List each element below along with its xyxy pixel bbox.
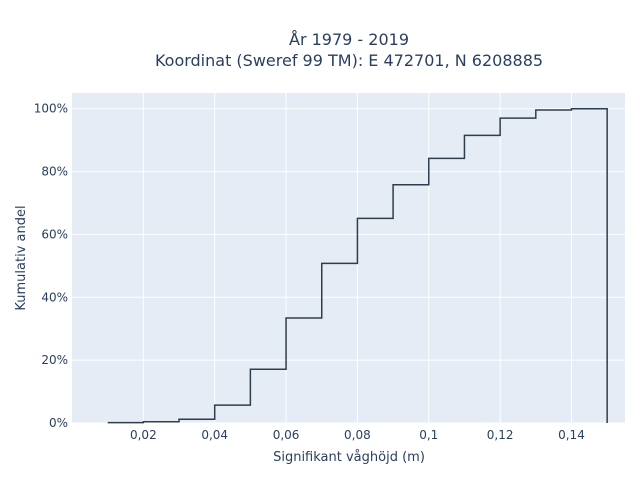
x-tick-label: 0,1 <box>419 428 438 442</box>
x-tick-label: 0,04 <box>201 428 228 442</box>
chart-title-line1: År 1979 - 2019 <box>289 30 409 49</box>
chart-title-line2: Koordinat (Sweref 99 TM): E 472701, N 62… <box>155 51 543 70</box>
x-axis-label: Signifikant våghöjd (m) <box>273 450 425 465</box>
x-tick-label: 0,06 <box>273 428 300 442</box>
y-tick-label: 40% <box>41 290 68 304</box>
x-tick-label: 0,08 <box>344 428 371 442</box>
x-tick-label: 0,14 <box>558 428 585 442</box>
series-line-0 <box>107 107 608 424</box>
y-tick-label: 60% <box>41 227 68 241</box>
x-tick-label: 0,12 <box>487 428 514 442</box>
plot-area <box>72 93 625 423</box>
y-axis-label: Kumulativ andel <box>14 205 29 310</box>
y-tick-label: 20% <box>41 353 68 367</box>
y-tick-label: 80% <box>41 165 68 179</box>
y-tick-label: 0% <box>49 416 68 430</box>
x-tick-label: 0,02 <box>130 428 157 442</box>
y-tick-label: 100% <box>34 102 68 116</box>
